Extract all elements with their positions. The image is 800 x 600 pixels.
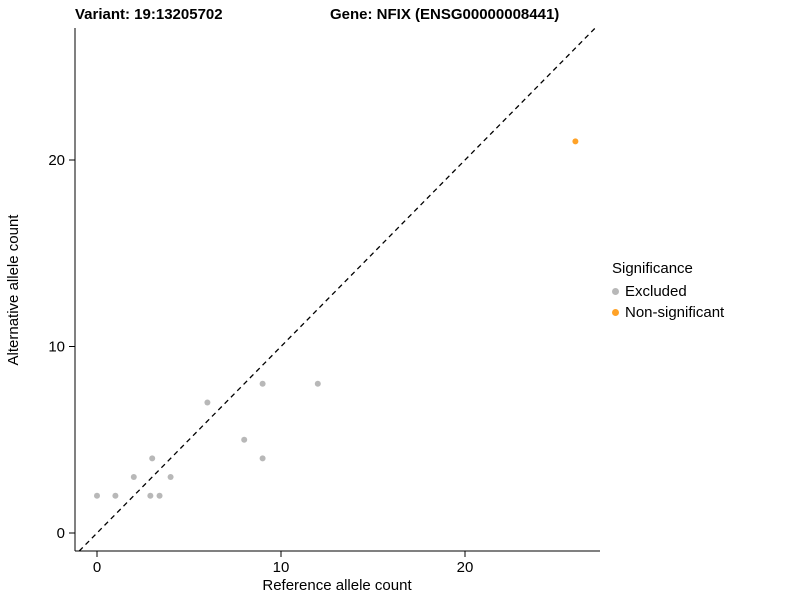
legend-item-label: Non-significant (625, 304, 725, 321)
plot-title-variant: Variant: 19:13205702 (75, 6, 223, 23)
data-point-excluded (241, 436, 248, 443)
y-axis-label: Alternative allele count (5, 214, 22, 366)
x-tick-label: 20 (457, 559, 474, 576)
legend-item-label: Excluded (625, 283, 687, 300)
legend-item-non-significant: Non-significant (612, 302, 724, 323)
data-points (94, 138, 579, 499)
legend: Significance Excluded Non-significant (612, 258, 724, 323)
data-point-excluded (259, 455, 266, 462)
identity-line (78, 27, 596, 552)
data-point-excluded (314, 380, 321, 387)
data-point-excluded (156, 492, 163, 499)
data-point-excluded (167, 474, 174, 481)
y-tick-label: 0 (57, 525, 65, 542)
x-tick-label: 10 (273, 559, 290, 576)
axis-ticks: 0 10 20 0 10 20 (48, 152, 473, 576)
plot-title-gene: Gene: NFIX (ENSG00000008441) (330, 6, 559, 23)
data-point-excluded (204, 399, 211, 406)
data-point-excluded (112, 492, 119, 499)
data-point-excluded (149, 455, 156, 462)
y-tick-label: 10 (48, 339, 65, 356)
legend-title: Significance (612, 260, 693, 277)
legend-dot-non-significant (612, 309, 619, 316)
data-point-excluded (259, 380, 266, 387)
data-point-excluded (147, 492, 154, 499)
legend-item-excluded: Excluded (612, 281, 724, 302)
x-tick-label: 0 (93, 559, 101, 576)
identity-dashed-line (78, 27, 596, 552)
legend-dot-excluded (612, 288, 619, 295)
data-point-excluded (130, 474, 137, 481)
x-axis-label: Reference allele count (262, 577, 412, 594)
data-point-non-significant (572, 138, 579, 145)
data-point-excluded (94, 492, 100, 499)
y-tick-label: 20 (48, 152, 65, 169)
